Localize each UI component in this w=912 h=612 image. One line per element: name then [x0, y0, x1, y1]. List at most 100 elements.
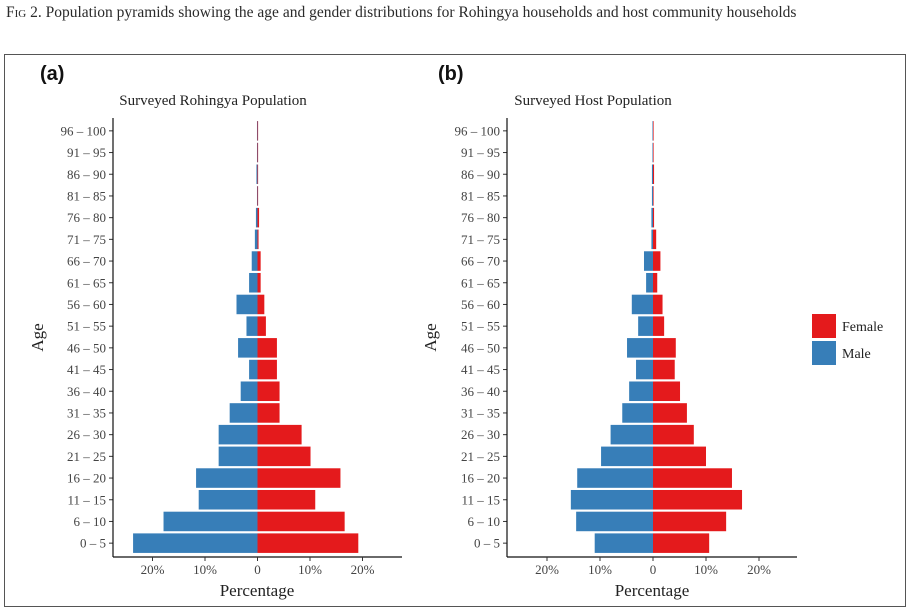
- x-axis-label: Percentage: [615, 581, 690, 600]
- female-bar: [257, 229, 259, 250]
- male-bar: [198, 489, 258, 510]
- y-tick-label: 76 – 80: [67, 210, 106, 225]
- y-tick-label: 96 – 100: [455, 123, 501, 138]
- x-tick-label: 10%: [588, 562, 612, 577]
- x-tick-label: 20%: [535, 562, 559, 577]
- female-bar: [257, 446, 311, 467]
- female-bar: [257, 294, 265, 315]
- male-bar: [651, 186, 653, 206]
- y-tick-label: 0 – 5: [80, 536, 106, 551]
- panel-title: Surveyed Host Population: [514, 93, 672, 109]
- y-tick-label: 11 – 15: [461, 492, 500, 507]
- female-bar: [257, 359, 277, 380]
- y-tick-label: 16 – 20: [67, 471, 106, 486]
- female-bar: [653, 468, 732, 488]
- y-tick-label: 61 – 65: [461, 275, 500, 290]
- male-bar: [646, 272, 653, 293]
- female-bar: [257, 251, 261, 271]
- legend: Female Male: [812, 314, 883, 365]
- y-tick-label: 6 – 10: [74, 514, 107, 529]
- female-bar: [653, 511, 727, 532]
- female-bar: [257, 489, 316, 510]
- chart-panel-b: (b) Surveyed Host Population 0 – 5 6 – 10 11…: [421, 63, 797, 600]
- x-tick-label: 10%: [694, 562, 718, 577]
- legend-swatch-female: [812, 314, 836, 338]
- male-bar: [163, 511, 258, 532]
- female-bar: [653, 316, 665, 336]
- male-bar: [651, 164, 653, 185]
- male-bar: [218, 446, 258, 467]
- y-tick-label: 56 – 60: [461, 297, 500, 312]
- x-tick-label: 10%: [298, 562, 322, 577]
- male-bar: [196, 468, 258, 488]
- y-tick-label: 26 – 30: [67, 427, 106, 442]
- male-bar: [629, 381, 653, 402]
- female-bar: [257, 207, 260, 228]
- female-bar: [653, 294, 663, 315]
- male-bar: [249, 359, 258, 380]
- female-bar: [653, 446, 706, 467]
- male-bar: [238, 338, 258, 358]
- y-tick-label: 51 – 55: [67, 319, 106, 334]
- female-bar: [653, 186, 654, 206]
- male-bar: [246, 316, 258, 336]
- female-bar: [257, 164, 259, 185]
- panel-label: (a): [40, 63, 64, 85]
- female-bar: [653, 489, 743, 510]
- female-bar: [653, 533, 710, 553]
- male-bar: [255, 207, 258, 228]
- y-tick-label: 21 – 25: [67, 449, 106, 464]
- chart-panel-a: (a) Surveyed Rohingya Population 0 – 5 6 – …: [28, 63, 402, 600]
- male-bar: [256, 186, 258, 206]
- male-bar: [627, 338, 653, 358]
- male-bar: [652, 121, 654, 141]
- y-tick-label: 0 – 5: [474, 536, 500, 551]
- female-bar: [257, 121, 259, 141]
- male-bar: [133, 533, 258, 553]
- y-tick-label: 76 – 80: [461, 210, 500, 225]
- female-bar: [257, 338, 277, 358]
- female-bar: [257, 381, 280, 402]
- female-bar: [653, 229, 657, 250]
- y-tick-label: 71 – 75: [461, 232, 500, 247]
- female-bar: [257, 424, 302, 445]
- y-tick-label: 21 – 25: [461, 449, 500, 464]
- y-tick-label: 41 – 45: [67, 362, 106, 377]
- male-bar: [251, 251, 258, 271]
- male-bar: [218, 424, 258, 445]
- female-bar: [653, 381, 681, 402]
- male-bar: [256, 164, 258, 185]
- caption-prefix: Fig 2.: [6, 4, 42, 21]
- male-bar: [256, 142, 258, 163]
- female-bar: [257, 316, 266, 336]
- y-tick-label: 61 – 65: [67, 275, 106, 290]
- female-bar: [653, 359, 675, 380]
- female-bar: [653, 121, 654, 141]
- y-tick-label: 51 – 55: [461, 319, 500, 334]
- male-bar: [240, 381, 258, 402]
- caption-text: Population pyramids showing the age and …: [41, 4, 797, 21]
- female-bar: [257, 142, 259, 163]
- male-bar: [610, 424, 653, 445]
- female-bar: [653, 338, 676, 358]
- female-bar: [257, 533, 359, 553]
- y-tick-label: 96 – 100: [61, 123, 107, 138]
- y-tick-label: 81 – 85: [461, 188, 500, 203]
- female-bar: [653, 251, 661, 271]
- y-tick-label: 11 – 15: [67, 492, 106, 507]
- female-bar: [653, 142, 654, 163]
- female-bar: [257, 186, 259, 206]
- male-bar: [577, 468, 653, 488]
- y-tick-label: 86 – 90: [461, 167, 500, 182]
- y-tick-label: 71 – 75: [67, 232, 106, 247]
- male-bar: [256, 121, 258, 141]
- male-bar: [631, 294, 653, 315]
- y-tick-label: 86 – 90: [67, 167, 106, 182]
- y-tick-label: 81 – 85: [67, 188, 106, 203]
- panel-title: Surveyed Rohingya Population: [119, 93, 307, 109]
- male-bar: [638, 316, 653, 336]
- x-tick-label: 10%: [193, 562, 217, 577]
- male-bar: [254, 229, 258, 250]
- female-bar: [653, 164, 655, 185]
